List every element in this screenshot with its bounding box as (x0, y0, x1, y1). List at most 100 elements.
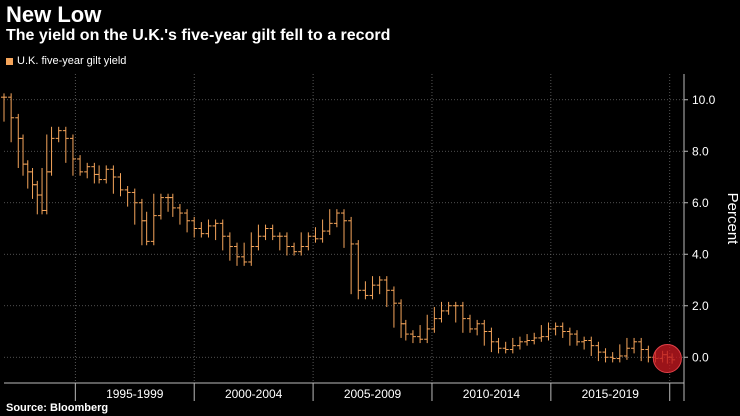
data-bar (445, 301, 452, 315)
chart-legend: U.K. five-year gilt yield (6, 55, 126, 67)
y-tick-label: 0.0 (692, 350, 709, 364)
source-note: Source: Bloomberg (6, 402, 109, 414)
data-bar (110, 165, 117, 194)
data-bar (623, 337, 630, 360)
data-bar (205, 219, 212, 238)
data-bar (117, 173, 124, 197)
x-tick-label: 2015-2019 (582, 387, 640, 401)
data-bar (559, 322, 566, 338)
data-bar (438, 301, 445, 323)
data-bar (566, 327, 573, 346)
data-bar (516, 336, 523, 350)
data-bar (91, 162, 98, 184)
data-bar (15, 113, 22, 168)
data-bar (169, 193, 176, 217)
data-bar (481, 319, 488, 346)
data-bar (402, 319, 409, 341)
y-tick-label: 4.0 (692, 247, 709, 261)
data-bar (495, 337, 502, 354)
data-bar (150, 193, 157, 246)
data-bar (157, 193, 164, 220)
data-bar (103, 165, 110, 184)
data-bar (84, 162, 91, 179)
data-bar (409, 330, 416, 344)
data-bar (609, 352, 616, 363)
data-bar (362, 281, 369, 300)
legend-label: U.K. five-year gilt yield (17, 55, 127, 67)
y-tick-label: 2.0 (692, 299, 709, 313)
data-bar (255, 224, 262, 251)
data-bar (319, 219, 326, 243)
data-bar (55, 126, 62, 143)
data-bar (398, 299, 405, 338)
data-bar (524, 334, 531, 346)
data-bar (291, 242, 298, 256)
data-bar (376, 276, 383, 295)
y-tick-label: 10.0 (692, 93, 716, 107)
legend-swatch (6, 57, 13, 65)
data-bar (312, 227, 319, 243)
data-bar (552, 322, 559, 336)
data-bar (452, 301, 459, 323)
data-bar (467, 314, 474, 333)
data-bar (62, 126, 69, 163)
data-bar (333, 209, 340, 228)
data-bar (348, 216, 355, 295)
data-bar (276, 232, 283, 251)
y-tick-label: 6.0 (692, 196, 709, 210)
data-bar (1, 93, 7, 122)
axes: 0.0 2.0 4.0 6.0 8.0 10.0 1995-1999 2000-2004 200… (4, 74, 740, 401)
data-bar (545, 322, 552, 341)
data-bar (488, 327, 495, 353)
data-bar (96, 165, 103, 184)
data-bar (431, 307, 438, 333)
data-bar (616, 344, 623, 363)
data-bar (645, 345, 652, 363)
record-low-highlight (652, 344, 682, 374)
chart-title: New Low (6, 2, 102, 27)
data-bar (191, 216, 198, 238)
data-bar (341, 209, 347, 248)
data-bar (631, 337, 638, 354)
data-bar (124, 186, 131, 207)
data-bar (369, 276, 376, 300)
grid-layer (4, 74, 684, 383)
data-bar (638, 337, 645, 362)
data-bar (138, 198, 145, 246)
data-bar (176, 204, 183, 225)
data-bar (262, 224, 269, 241)
y-tick-label: 8.0 (692, 144, 709, 158)
data-bar (198, 222, 205, 238)
data-bar (390, 286, 397, 328)
data-bar (588, 336, 595, 356)
record-low-marker (652, 344, 682, 374)
data-bar (417, 325, 424, 344)
data-bar (602, 348, 609, 363)
data-bar (581, 336, 588, 350)
data-bar (226, 232, 233, 261)
data-bar (184, 209, 191, 233)
data-bar (219, 219, 226, 251)
data-bar (509, 337, 516, 354)
data-bar (355, 240, 362, 300)
price-bars (1, 93, 676, 364)
data-bar (248, 232, 255, 266)
data-bar (234, 242, 241, 266)
data-bar (595, 341, 602, 362)
data-bar (502, 341, 509, 354)
data-bar (24, 160, 31, 189)
data-bar (69, 134, 76, 176)
data-bar (283, 232, 290, 256)
data-bar (326, 209, 333, 235)
data-bar (383, 276, 390, 308)
data-bar (269, 224, 276, 241)
data-bar (474, 319, 481, 336)
data-bar (574, 330, 581, 346)
data-bar (298, 232, 305, 256)
data-bar (34, 180, 41, 215)
data-bar (241, 242, 248, 266)
data-bar (77, 155, 84, 176)
chart-subtitle: The yield on the U.K.'s five-year gilt f… (6, 27, 391, 44)
data-bar (305, 232, 312, 251)
x-tick-label: 2000-2004 (225, 387, 283, 401)
